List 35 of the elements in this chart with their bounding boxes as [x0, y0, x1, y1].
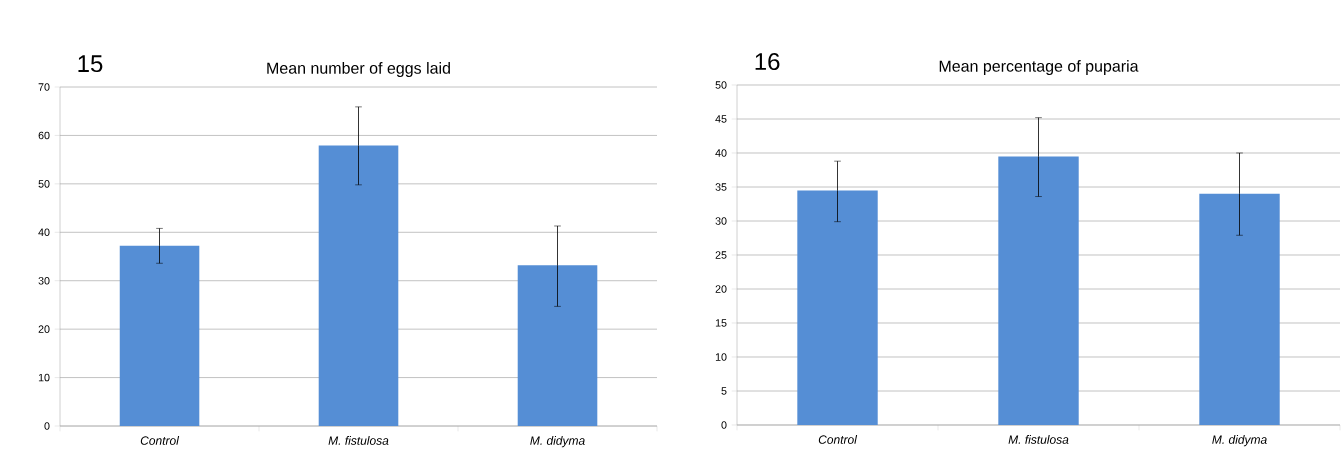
bar — [998, 156, 1079, 425]
x-tick-label: M. fistulosa — [1008, 435, 1069, 444]
x-tick-label: Control — [140, 436, 180, 445]
y-tick-label: 5 — [721, 387, 727, 395]
chart-title: Mean percentage of puparia — [939, 60, 1139, 75]
text: 16 — [755, 53, 780, 71]
text: 15 — [78, 55, 103, 73]
y-tick-label: 20 — [38, 325, 50, 333]
y-tick-label: 40 — [715, 149, 727, 157]
bar — [318, 145, 399, 426]
bar — [517, 265, 598, 426]
y-tick-label: 60 — [38, 131, 50, 140]
bar — [119, 245, 200, 426]
x-tick-label: M. fistulosa — [328, 436, 389, 445]
x-tick-label: M. didyma — [1212, 435, 1267, 447]
y-tick-label: 0 — [44, 422, 50, 430]
y-tick-label: 30 — [38, 276, 50, 285]
y-tick-label: 50 — [715, 81, 727, 89]
y-tick-label: 30 — [715, 217, 727, 225]
y-tick-label: 20 — [715, 285, 727, 293]
y-tick-label: 50 — [38, 180, 50, 188]
x-tick-label: Control — [818, 435, 858, 444]
y-tick-label: 70 — [38, 83, 50, 91]
chart-title: Mean number of eggs laid — [267, 62, 450, 77]
y-tick-label: 0 — [721, 421, 727, 429]
bar — [1199, 193, 1280, 425]
bar — [797, 190, 878, 425]
y-tick-label: 45 — [715, 115, 727, 123]
y-tick-label: 35 — [715, 183, 727, 191]
y-tick-label: 40 — [38, 228, 50, 237]
x-tick-label: M. didyma — [530, 436, 585, 448]
y-tick-label: 25 — [715, 251, 727, 259]
y-tick-label: 10 — [715, 353, 727, 361]
y-tick-label: 10 — [38, 373, 50, 382]
y-tick-label: 15 — [715, 319, 727, 327]
